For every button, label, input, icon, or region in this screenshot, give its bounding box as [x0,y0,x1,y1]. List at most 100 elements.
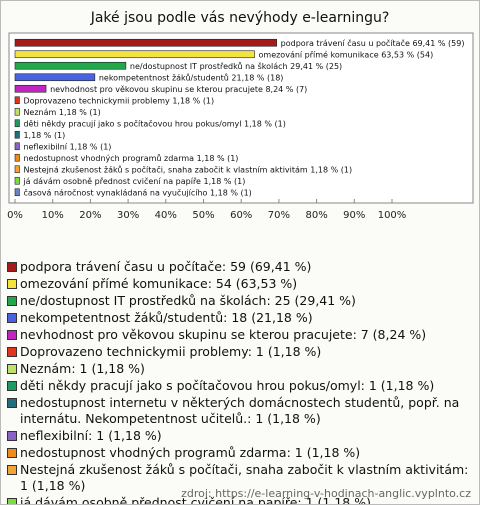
legend-swatch [7,465,17,475]
legend-label: nedostupnost vhodných programů zdarma: 1… [20,445,361,460]
bar-label: Neznám 1,18 % (1) [23,107,100,116]
bar-label: časová náročnost vynakládaná na vyučujíc… [23,187,251,197]
bar [14,73,96,82]
legend-swatch [7,398,17,408]
legend-swatch [7,313,17,323]
legend-label: omezování přímé komunikace: 54 (63,53 %) [20,276,298,291]
value-label: 63,53 % (54) [381,50,433,59]
bar-label: podpora trávení času u počítače 69,41 % … [281,37,465,47]
x-tick-label: 100% [378,210,407,221]
value-label: 1,18 % (1) [197,153,239,162]
legend-label: já dávám osobně přednost cvičení na papí… [20,495,371,505]
legend-swatch [7,330,17,340]
x-tick-label: 90% [343,210,365,221]
legend-item: děti někdy pracují jako s počítačovou hr… [7,378,469,394]
bar-label: děti někdy pracují jako s počítačovou hr… [23,118,285,128]
chart: Jaké jsou podle vás nevýhody e-learningu… [7,10,474,221]
legend-label: ne/dostupnost IT prostředků na školách: … [20,293,356,308]
bar [14,130,20,139]
x-tick-label: 50% [192,210,214,221]
legend-label: Doprovazeno technickymii problemy: 1 (1,… [20,344,322,359]
bar [14,176,20,185]
legend-item: omezování přímé komunikace: 54 (63,53 %) [7,276,469,292]
value-label: 1,18 % (1) [172,96,214,105]
x-tick-label: 70% [268,210,290,221]
bar-label: Doprovazeno technickymii problemy 1,18 %… [23,96,214,105]
x-tick-label: 0% [7,210,23,221]
category-label: děti někdy pracují jako s počítačovou hr… [23,118,244,128]
legend-item: nedostupnost vhodných programů zdarma: 1… [7,445,469,461]
legend-item: Nestejná zkušenost žáků s počítači, snah… [7,462,469,494]
category-label: nedostupnost vhodných programů zdarma [23,152,196,162]
legend-swatch [7,262,17,272]
chart-title: Jaké jsou podle vás nevýhody e-learningu… [90,10,390,26]
bar [14,165,20,174]
legend-item: Neznám: 1 (1,18 %) [7,361,469,377]
legend-label: nedostupnost internetu v některých domác… [20,395,460,426]
x-tick-label: 20% [79,210,101,221]
value-label: 1,18 % (1) [204,176,246,185]
category-label: Nestejná zkušenost žáků s počítači, snah… [23,164,310,174]
bar [14,61,127,70]
value-label: 1,18 % (1) [70,142,112,151]
bar [14,96,20,105]
legend-label: Nestejná zkušenost žáků s počítači, snah… [20,462,469,493]
legend-swatch [7,448,17,458]
bar-label: omezování přímé komunikace 63,53 % (54) [259,49,434,59]
category-label: časová náročnost vynakládaná na vyučujíc… [23,187,210,197]
legend-item: já dávám osobně přednost cvičení na papí… [7,495,469,505]
legend-item: nedostupnost internetu v některých domác… [7,395,469,427]
category-label: Neznám [23,107,58,116]
value-label: 69,41 % (59) [412,38,464,47]
bar-label: nevhodnost pro věkovou skupinu se kterou… [50,84,307,93]
bar-label: neflexibilní 1,18 % (1) [23,142,111,151]
legend-label: děti někdy pracují jako s počítačovou hr… [20,378,435,393]
category-label: ne/dostupnost IT prostředků na školách [130,60,290,70]
value-label: 8,24 % (7) [265,84,307,93]
bar-label: 1,18 % (1) [23,130,65,139]
bar [14,119,20,128]
category-label: neflexibilní [23,142,69,151]
x-tick-label: 80% [305,210,327,221]
bar [14,188,20,197]
category-label: omezování přímé komunikace [259,49,382,59]
bar [14,50,255,59]
legend-label: nekompetentnost žáků/studentů: 18 (21,18… [20,310,313,325]
bar-label: nekompetentnost žáků/studentů 21,18 % (1… [99,72,284,82]
x-tick-label: 40% [155,210,177,221]
x-tick-label: 60% [230,210,252,221]
bar-label: ne/dostupnost IT prostředků na školách 2… [130,60,342,70]
value-label: 1,18 % (1) [23,130,65,139]
legend-swatch [7,364,17,374]
bar-label: já dávám osobně přednost cvičení na papí… [22,175,245,185]
legend-item: podpora trávení času u počítače: 59 (69,… [7,259,469,275]
value-label: 21,18 % (18) [231,73,283,82]
category-label: Doprovazeno technickymii problemy [23,96,172,105]
legend-item: nekompetentnost žáků/studentů: 18 (21,18… [7,310,469,326]
legend-item: nevhodnost pro věkovou skupinu se kterou… [7,327,469,343]
value-label: 1,18 % (1) [210,188,252,197]
legend: podpora trávení času u počítače: 59 (69,… [7,259,469,505]
category-label: podpora trávení času u počítače [281,37,413,47]
value-label: 1,18 % (1) [244,119,286,128]
legend-item: Doprovazeno technickymii problemy: 1 (1,… [7,344,469,360]
legend-swatch [7,381,17,391]
bar [14,153,20,162]
legend-swatch [7,296,17,306]
category-label: nevhodnost pro věkovou skupinu se kterou… [50,84,265,93]
legend-swatch [7,347,17,357]
legend-label: Neznám: 1 (1,18 %) [20,361,145,376]
bar-label: Nestejná zkušenost žáků s počítači, snah… [23,164,352,174]
legend-swatch [7,431,17,441]
legend-label: podpora trávení času u počítače: 59 (69,… [20,259,312,274]
bar [14,142,20,151]
value-label: 29,41 % (25) [290,61,342,70]
bar [14,84,47,93]
source: zdroj: https://e-learning-v-hodinach-ang… [181,487,471,500]
bar [14,38,277,47]
legend-item: ne/dostupnost IT prostředků na školách: … [7,293,469,309]
value-label: 1,18 % (1) [310,165,352,174]
value-label: 1,18 % (1) [59,107,101,116]
legend-label: neflexibilní: 1 (1,18 %) [20,428,162,443]
